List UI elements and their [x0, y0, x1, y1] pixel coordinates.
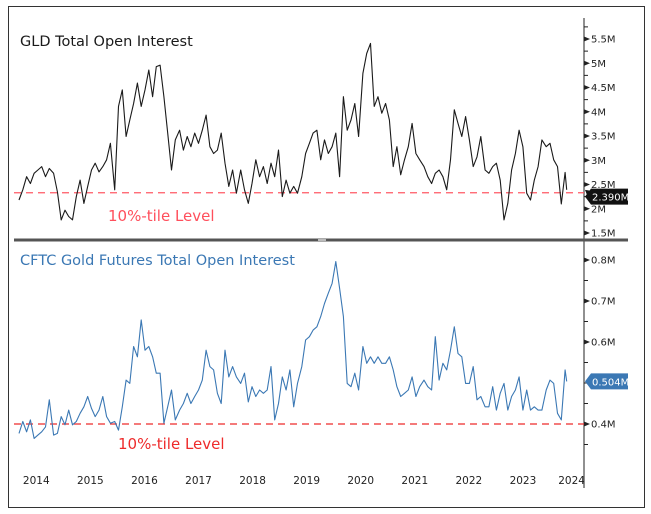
x-tick-label: 2014 — [23, 475, 50, 487]
x-tick-label: 2021 — [401, 475, 428, 487]
y-tick-label: 5M — [591, 59, 606, 70]
y-major-tick — [584, 109, 590, 115]
x-tick-label: 2023 — [510, 475, 537, 487]
y-tick-label: 4M — [591, 107, 606, 118]
bottom-reference-label: 10%-tile Level — [118, 435, 225, 453]
y-tick-label: 2M — [591, 204, 606, 215]
y-tick-label: 3.5M — [591, 132, 616, 143]
x-tick-label: 2017 — [185, 475, 212, 487]
y-major-tick — [584, 36, 590, 42]
y-tick-label: 5.5M — [591, 35, 616, 46]
y-tick-label: 1.5M — [591, 229, 616, 240]
x-tick-label: 2015 — [77, 475, 104, 487]
last-value-tag — [585, 188, 628, 205]
top-reference-label: 10%-tile Level — [108, 207, 215, 225]
y-major-tick — [584, 85, 590, 90]
x-tick-label: 2020 — [347, 475, 374, 487]
x-tick-label: 2016 — [131, 475, 158, 487]
y-tick-label: 4.5M — [591, 83, 616, 94]
y-major-tick — [584, 230, 590, 236]
series-line — [18, 261, 568, 439]
bottom-panel-title: CFTC Gold Futures Total Open Interest — [20, 253, 295, 269]
y-major-tick — [584, 421, 590, 427]
y-major-tick — [584, 60, 590, 66]
y-major-tick — [584, 257, 590, 263]
last-value-tag — [585, 373, 628, 390]
y-tick-label: 2.5M — [591, 180, 616, 191]
chart-frame — [8, 6, 645, 508]
x-tick-label: 2019 — [293, 475, 320, 487]
x-tick-label: 2024 — [558, 475, 585, 487]
y-tick-label: 0.6M — [591, 338, 616, 349]
y-major-tick — [584, 182, 590, 187]
y-tick-label: 0.7M — [591, 297, 616, 308]
y-tick-label: 0.4M — [591, 420, 616, 431]
x-tick-label: 2022 — [455, 475, 482, 487]
y-major-tick — [584, 206, 590, 212]
last-value-label: 0.504M — [592, 377, 629, 388]
y-tick-label: 0.8M — [591, 256, 616, 267]
y-tick-label: 3M — [591, 156, 606, 167]
panel-resize-handle — [318, 239, 326, 241]
y-major-tick — [584, 298, 590, 304]
series-line — [18, 42, 568, 221]
y-major-tick — [584, 157, 590, 163]
y-major-tick — [584, 339, 590, 345]
y-major-tick — [584, 133, 590, 139]
x-tick-label: 2018 — [239, 475, 266, 487]
top-panel-title: GLD Total Open Interest — [20, 34, 193, 50]
last-value-label: 2.390M — [592, 193, 629, 204]
